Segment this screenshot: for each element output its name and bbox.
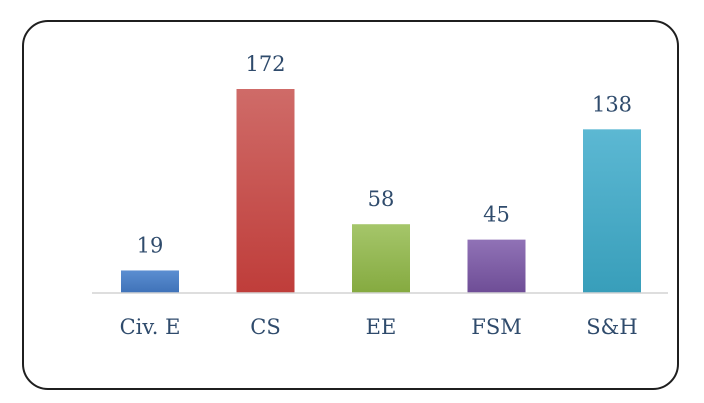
data-label-ee: 58	[368, 187, 395, 211]
x-tick-label-civ-e: Civ. E	[120, 315, 181, 339]
data-label-cs: 172	[245, 52, 285, 76]
chart-frame	[22, 20, 679, 390]
data-label-fsm: 45	[483, 203, 510, 227]
bar-civ-e	[121, 270, 179, 293]
data-label-s-h: 138	[592, 92, 632, 116]
x-tick-label-s-h: S&H	[586, 315, 637, 339]
bar-cs	[236, 89, 295, 293]
x-tick-label-ee: EE	[366, 315, 397, 339]
x-tick-label-cs: CS	[250, 315, 280, 339]
value-labels-group: 19 172 58 45 138	[137, 52, 632, 257]
bar-ee	[352, 224, 410, 293]
bar-fsm	[467, 239, 526, 293]
x-tick-label-fsm: FSM	[471, 315, 521, 339]
data-label-civ-e: 19	[137, 233, 164, 257]
bar-s-h	[583, 129, 641, 293]
bars-group	[121, 89, 641, 293]
x-tick-labels-group: Civ. E CS EE FSM S&H	[120, 315, 638, 339]
